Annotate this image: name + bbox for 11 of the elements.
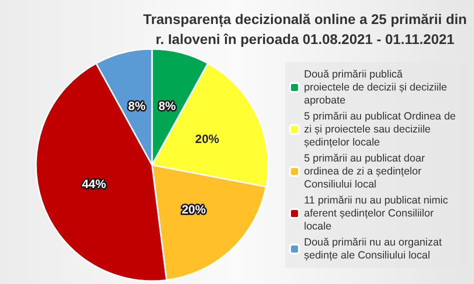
data-label: 44% — [82, 176, 106, 191]
legend-label: Două primării nu au organizat ședințe ale Consiliului local — [304, 236, 445, 262]
data-label: 8% — [128, 98, 146, 113]
legend-label: 5 primării au publicat Ordinea de zi și proiectele sau deciziile ședințelor locale — [304, 110, 459, 148]
chart-title: Transparența decizională online a 25 primării din r. Ialoveni în perioada 01.08.2021 - 01.11.2021 — [143, 11, 467, 47]
data-label: 20% — [182, 202, 206, 216]
data-label: 20% — [195, 132, 220, 146]
legend-label: Două primării publică proiectele de decizii și deciziile aprobate — [304, 68, 450, 106]
data-label: 8% — [158, 98, 176, 113]
legend-label: 5 primării au publicat doar ordinea de zi a ședințelor Consiliului local — [304, 152, 428, 190]
legend-label: 11 primării nu au publicat nimic aferent ședințelor Consiliilor locale — [304, 194, 451, 232]
